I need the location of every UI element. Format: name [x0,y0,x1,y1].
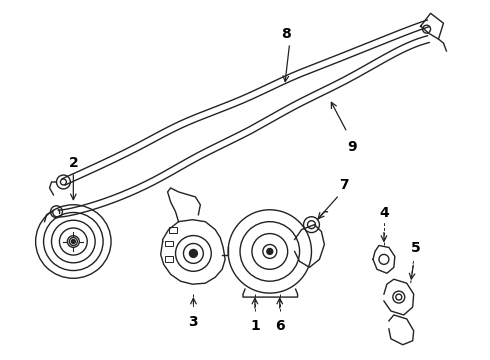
Circle shape [267,248,273,255]
Text: 7: 7 [340,178,349,192]
Text: 3: 3 [189,315,198,329]
Text: 6: 6 [275,319,285,333]
Bar [165,256,172,262]
Text: 2: 2 [69,156,78,170]
Circle shape [190,249,197,257]
Text: 8: 8 [281,27,291,41]
Text: 5: 5 [411,242,420,255]
Circle shape [72,239,75,243]
Text: 1: 1 [250,319,260,333]
Text: 9: 9 [347,140,357,154]
Bar [165,240,172,247]
Text: 4: 4 [379,206,389,220]
Bar [169,227,176,233]
